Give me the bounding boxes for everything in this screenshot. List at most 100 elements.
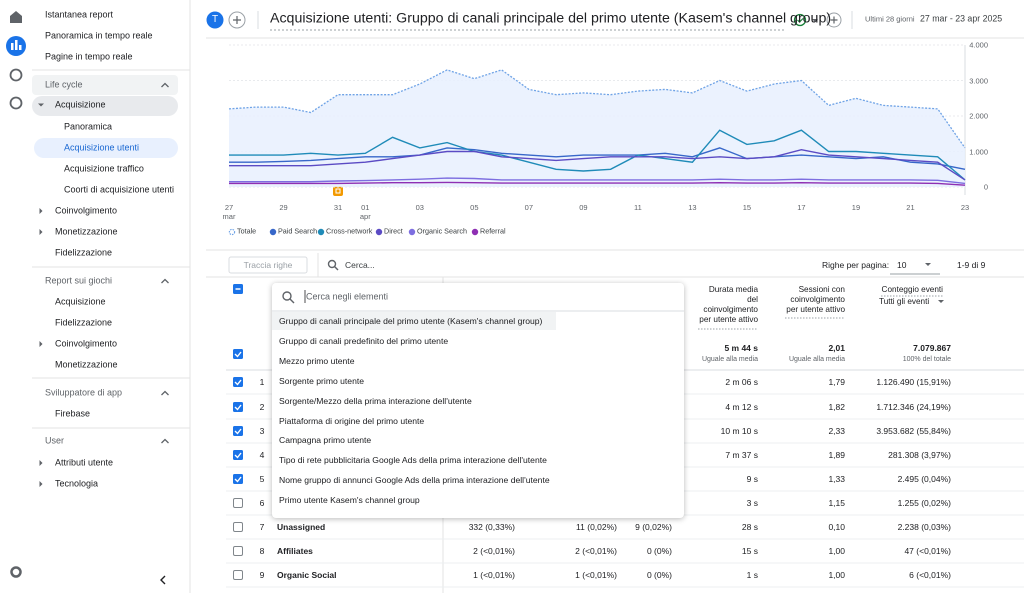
row-index: 4 <box>259 449 265 460</box>
search-icon <box>289 298 295 304</box>
dropdown-option[interactable]: Piattaforma di origine del primo utente <box>279 415 425 426</box>
legend-label[interactable]: Referral <box>480 226 506 236</box>
home-icon[interactable] <box>10 11 22 23</box>
nav-item[interactable]: Coorti di acquisizione utenti <box>64 184 175 195</box>
nav-item[interactable]: Acquisizione <box>55 296 106 307</box>
dropdown-option[interactable]: Sorgente/Mezzo della prima interazione d… <box>279 395 472 406</box>
dropdown-option[interactable]: Nome gruppo di annunci Google Ads della … <box>279 475 550 486</box>
nav-item[interactable]: Panoramica in tempo reale <box>45 30 153 41</box>
legend-label[interactable]: Paid Search <box>278 226 318 236</box>
x-tick-label: 17 <box>797 203 806 212</box>
track-rows-box[interactable] <box>228 256 308 274</box>
cell: 281.308 (3,97%) <box>888 449 951 460</box>
advertising-icon[interactable] <box>9 96 23 110</box>
cell: 0,10 <box>828 521 845 532</box>
cell: 3 s <box>746 497 758 508</box>
x-tick-label: 15 <box>742 203 752 212</box>
nav-section[interactable]: Report sui giochi <box>45 275 113 286</box>
nav-item[interactable]: Acquisizione traffico <box>64 163 144 174</box>
dropdown-option[interactable]: Gruppo di canali principale del primo ut… <box>279 315 543 326</box>
reports-icon <box>15 40 18 50</box>
nav-item[interactable]: Acquisizione utenti <box>64 142 140 153</box>
date-range[interactable]: 27 mar - 23 apr 2025 <box>920 13 1003 24</box>
rows-per-page[interactable]: 10 <box>897 259 907 270</box>
dropdown-option[interactable]: Sorgente primo utente <box>279 375 365 386</box>
status-caret[interactable] <box>812 19 818 22</box>
nav-item[interactable]: Fidelizzazione <box>55 247 113 258</box>
legend-swatch <box>317 228 325 236</box>
cell: 1,33 <box>828 473 845 484</box>
cell: 2 (<0,01%) <box>575 545 617 556</box>
cell: 2 (<0,01%) <box>473 545 515 556</box>
column-header[interactable]: Conteggio eventi <box>881 285 943 295</box>
row-index: 2 <box>259 401 265 412</box>
series-line <box>228 69 966 149</box>
event-filter-caret[interactable] <box>938 300 944 303</box>
x-tick-label: 27 mar <box>222 203 236 221</box>
nav-section[interactable]: Life cycle <box>45 79 83 90</box>
column-header[interactable]: Durata media del coinvolgimento per uten… <box>699 285 758 324</box>
nav-item[interactable]: Istantanea report <box>45 9 114 20</box>
table-search[interactable]: Cerca... <box>345 259 375 270</box>
collapse-icon[interactable] <box>160 575 166 585</box>
nav-item[interactable]: Monetizzazione <box>55 226 118 237</box>
legend-label[interactable]: Totale <box>237 226 257 236</box>
total-area <box>229 69 965 187</box>
expand-caret <box>38 103 44 107</box>
total-value: 2,01 <box>828 342 845 353</box>
nav-item[interactable]: Attributi utente <box>55 457 114 468</box>
legend-swatch <box>408 228 416 236</box>
row-name: Unassigned <box>277 521 326 532</box>
nav-section[interactable]: Sviluppatore di app <box>45 387 123 398</box>
nav-section[interactable]: User <box>45 435 65 446</box>
nav-item[interactable]: Pagine in tempo reale <box>45 51 133 62</box>
nav-item[interactable]: Coinvolgimento <box>55 205 118 216</box>
dropdown-option[interactable]: Gruppo di canali predefinito del primo u… <box>279 335 449 346</box>
legend-label[interactable]: Direct <box>384 226 403 236</box>
dropdown-search[interactable]: Cerca negli elementi <box>306 291 389 302</box>
row-checkbox <box>233 498 243 508</box>
explore-icon[interactable] <box>9 68 23 82</box>
nav-item[interactable]: Tecnologia <box>55 478 99 489</box>
x-tick-label: 07 <box>524 203 534 212</box>
legend-swatch <box>269 228 277 236</box>
status-icon[interactable] <box>793 13 807 27</box>
nav-item[interactable]: Fidelizzazione <box>55 317 113 328</box>
nav-item[interactable]: Coinvolgimento <box>55 338 118 349</box>
cell: 28 s <box>741 521 758 532</box>
cell: 11 (0,02%) <box>576 521 617 532</box>
check-mark <box>234 452 242 459</box>
nav-item[interactable]: Panoramica <box>64 121 113 132</box>
legend-label[interactable]: Organic Search <box>417 226 467 236</box>
rows-caret[interactable] <box>925 263 931 266</box>
totals-checkbox[interactable] <box>233 349 243 359</box>
pagination: 1-9 di 9 <box>957 259 986 270</box>
search-icon[interactable] <box>327 259 337 269</box>
nav-item[interactable]: Firebase <box>55 408 91 419</box>
dropdown-option[interactable]: Primo utente Kasem's channel group <box>279 494 420 505</box>
settings-icon[interactable] <box>10 566 22 578</box>
x-tick-label: 23 <box>960 203 970 212</box>
nav-item[interactable]: Monetizzazione <box>55 359 118 370</box>
cell: 1.255 (0,02%) <box>897 497 951 508</box>
column-header[interactable]: Sessioni con coinvolgimento per utente a… <box>786 285 845 314</box>
y-tick-label: 1.000 <box>969 147 988 156</box>
cell: 4 m 12 s <box>725 401 758 412</box>
legend-label[interactable]: Cross-network <box>326 226 373 236</box>
dimension-dropdown[interactable]: Cerca negli elementi Gruppo di canali pri… <box>272 283 684 518</box>
avatar[interactable] <box>206 11 224 29</box>
cell: 2.495 (0,04%) <box>897 473 951 484</box>
dropdown-option[interactable]: Campagna primo utente <box>279 435 372 446</box>
search-icon <box>282 291 292 301</box>
expand-caret <box>39 481 43 487</box>
dropdown-option[interactable]: Tipo di rete pubblicitaria Google Ads de… <box>279 455 547 466</box>
event-filter[interactable]: Tutti gli eventi <box>879 297 930 307</box>
nav-item[interactable]: Acquisizione <box>55 99 106 110</box>
track-rows-button[interactable]: Traccia righe <box>243 259 293 270</box>
total-note: Uguale alla media <box>701 355 758 363</box>
row-index: 1 <box>259 376 265 387</box>
cell: 1,00 <box>828 545 845 556</box>
check-mark <box>234 428 242 435</box>
dropdown-option[interactable]: Mezzo primo utente <box>279 355 355 366</box>
item-highlight <box>32 96 178 116</box>
